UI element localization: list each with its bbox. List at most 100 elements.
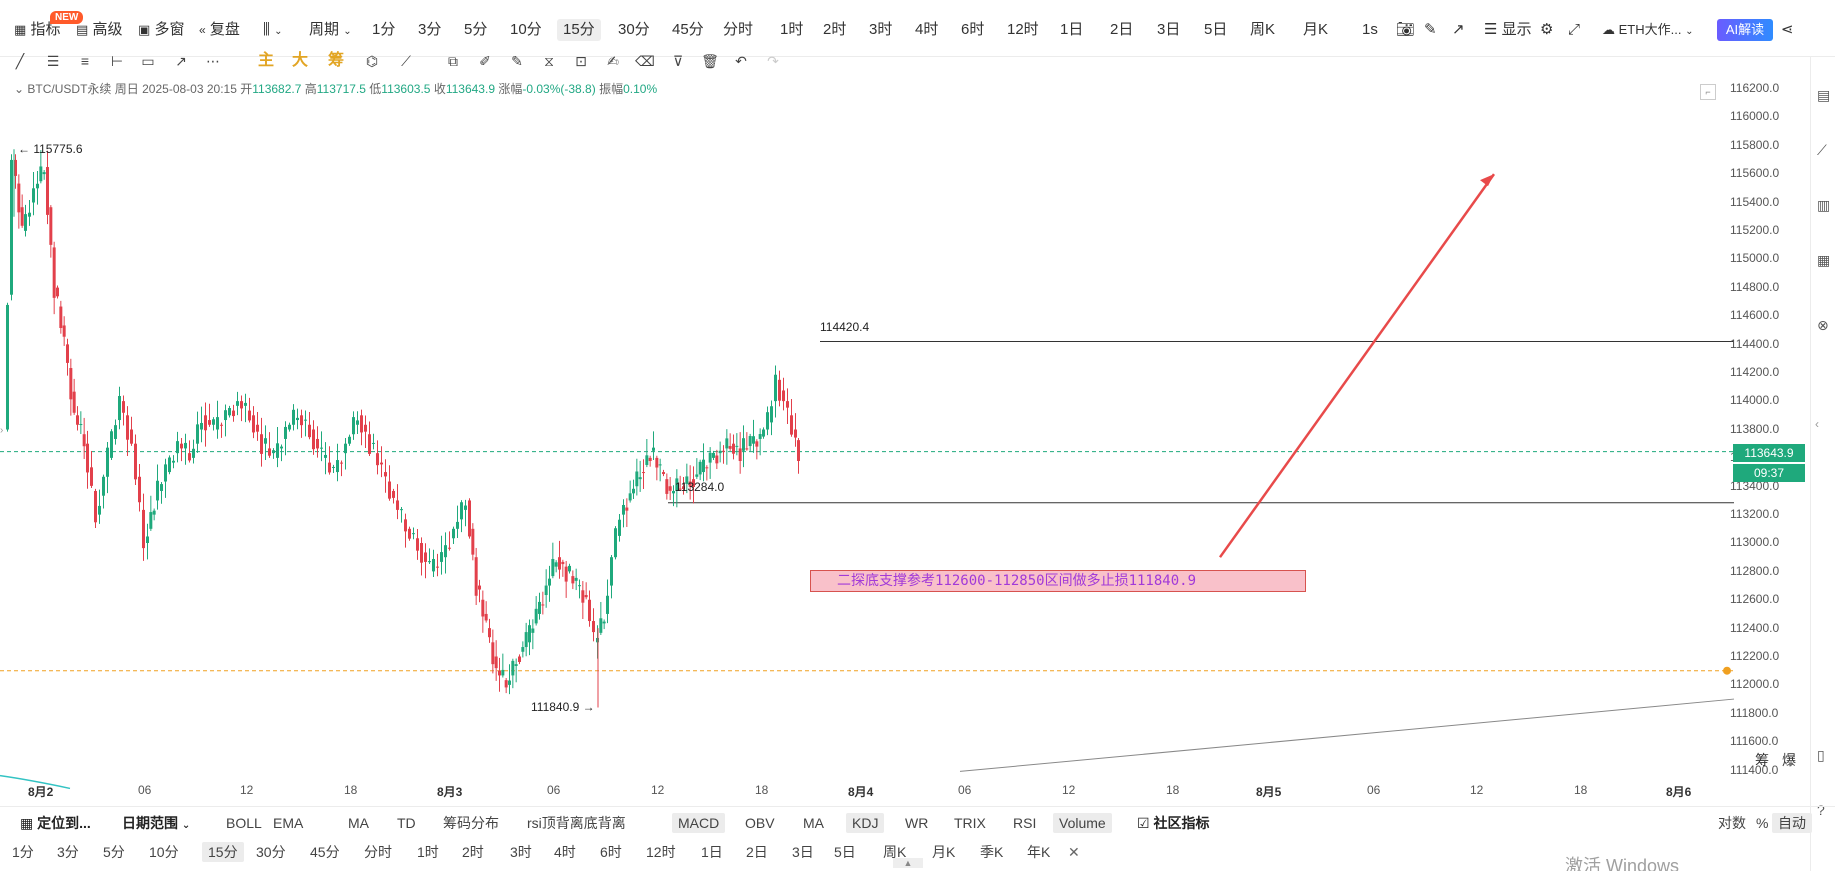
date-range-dropdown[interactable]: 日期范围 ⌄	[122, 813, 190, 836]
period-4[interactable]: 15分	[557, 19, 601, 41]
left-collapse-icon[interactable]: ›	[0, 425, 4, 436]
arrow-line-icon[interactable]: ↗	[175, 53, 187, 69]
collapse-bar-icon[interactable]: ▲	[893, 858, 923, 868]
period-19[interactable]: 月K	[1303, 21, 1329, 38]
bottom-period-7[interactable]: 分时	[364, 844, 392, 860]
chart-type-dropdown[interactable]: ⫼ ⌄	[263, 19, 282, 41]
period-3[interactable]: 10分	[510, 21, 542, 38]
sub-indicator[interactable]: RSI	[1013, 815, 1037, 831]
bottom-period-20[interactable]: 季K	[980, 844, 1004, 860]
candlestick-chart[interactable]	[0, 78, 1810, 808]
bottom-period-19[interactable]: 月K	[932, 844, 956, 860]
main-indicator[interactable]: BOLL	[226, 815, 262, 831]
display-button[interactable]: ☰ 显示	[1484, 19, 1532, 41]
log-scale-button[interactable]: 对数	[1718, 815, 1746, 831]
period-2[interactable]: 5分	[464, 21, 488, 38]
period-5[interactable]: 30分	[618, 21, 650, 38]
collapse-icon[interactable]: ⌄	[14, 82, 25, 96]
sub-indicator[interactable]: MACD	[672, 813, 726, 833]
main-indicator[interactable]: EMA	[273, 815, 304, 831]
book-icon[interactable]: ▯	[1817, 747, 1825, 763]
bottom-period-14[interactable]: 1日	[701, 844, 723, 860]
bottom-period-12[interactable]: 6时	[600, 844, 622, 860]
bottom-period-11[interactable]: 4时	[554, 844, 576, 860]
refresh-interval[interactable]: 1s	[1362, 21, 1378, 38]
sub-indicator[interactable]: OBV	[745, 815, 775, 831]
period-1[interactable]: 3分	[418, 21, 442, 38]
chain-icon[interactable]: ⧖	[544, 53, 554, 69]
settings-icon[interactable]: ⚙	[1540, 21, 1554, 38]
bottom-period-10[interactable]: 3时	[510, 844, 532, 860]
period-14[interactable]: 1日	[1060, 21, 1084, 38]
advanced-button[interactable]: ▤ 高级	[76, 19, 122, 41]
locate-button[interactable]: ▦ 定位到...	[20, 813, 91, 833]
period-dropdown[interactable]: 周期 ⌄	[309, 19, 352, 41]
redo-icon[interactable]: ↷	[767, 53, 779, 69]
period-9[interactable]: 2时	[823, 21, 847, 38]
multi-window-button[interactable]: ▣ 多窗	[138, 19, 184, 41]
external-link-icon[interactable]: ↗	[1452, 21, 1465, 38]
bottom-period-15[interactable]: 2日	[746, 844, 768, 860]
period-0[interactable]: 1分	[372, 21, 396, 38]
period-13[interactable]: 12时	[1007, 21, 1039, 38]
period-7[interactable]: 分时	[723, 21, 754, 38]
stats-icon[interactable]: ▥	[1817, 197, 1831, 213]
big-order-toggle[interactable]: 大	[291, 52, 308, 69]
sub-indicator[interactable]: MA	[803, 815, 824, 831]
chips-axis-label[interactable]: 筹	[1755, 752, 1769, 768]
bottom-period-0[interactable]: 1分	[12, 844, 34, 860]
bottom-period-18[interactable]: 周K	[883, 844, 907, 860]
collapse-panel-icon[interactable]: ⌐	[1700, 84, 1716, 100]
period-12[interactable]: 6时	[961, 21, 985, 38]
percent-scale-button[interactable]: %	[1756, 815, 1769, 831]
horizontal-lines-icon[interactable]: ≡	[80, 53, 90, 69]
period-6[interactable]: 45分	[672, 21, 704, 38]
ai-explain-button[interactable]: AI解读	[1717, 19, 1773, 41]
bottom-period-17[interactable]: 5日	[834, 844, 856, 860]
lock-icon[interactable]: ⊡	[575, 53, 587, 69]
main-indicator[interactable]: TD	[397, 815, 416, 831]
magnet-icon[interactable]: ⌬	[365, 53, 379, 69]
undo-icon[interactable]: ↶	[735, 53, 747, 69]
community-indicators-button[interactable]: ☑ 社区指标	[1137, 813, 1209, 833]
main-chart-toggle[interactable]: 主	[257, 52, 274, 69]
bottom-period-13[interactable]: 12时	[646, 844, 676, 860]
eraser-icon[interactable]: ⌫	[635, 53, 655, 69]
edit-icon[interactable]: ✍	[607, 53, 619, 69]
bottom-period-6[interactable]: 45分	[310, 844, 340, 860]
main-indicator[interactable]: MA	[348, 815, 369, 831]
period-15[interactable]: 2日	[1110, 21, 1134, 38]
table-icon[interactable]: ▦	[1817, 252, 1831, 268]
sub-indicator[interactable]: Volume	[1053, 813, 1112, 833]
horizontal-ray-icon[interactable]: ⊢	[110, 53, 124, 69]
period-8[interactable]: 1时	[780, 21, 804, 38]
indicator-button[interactable]: ▦ 指标	[14, 19, 60, 41]
burst-axis-label[interactable]: 爆	[1782, 752, 1796, 768]
period-17[interactable]: 5日	[1204, 21, 1228, 38]
help-icon[interactable]: ?	[1817, 802, 1825, 818]
rectangle-icon[interactable]: ▭	[141, 53, 155, 69]
copy-icon[interactable]: ⧉	[448, 53, 458, 69]
period-11[interactable]: 4时	[915, 21, 939, 38]
sub-indicator[interactable]: KDJ	[846, 813, 885, 833]
bottom-period-2[interactable]: 5分	[103, 844, 125, 860]
auto-scale-button[interactable]: 自动	[1772, 813, 1812, 833]
period-10[interactable]: 3时	[869, 21, 893, 38]
fullscreen-icon[interactable]: ⤢	[1568, 21, 1581, 38]
main-indicator[interactable]: 筹码分布	[443, 815, 499, 831]
trade-note-box[interactable]: 二探底支撑参考112600-112850区间做多止损111840.9	[810, 570, 1306, 592]
filter-icon[interactable]: ⊽	[672, 53, 684, 69]
link-icon[interactable]: ⊗	[1817, 317, 1829, 333]
expand-panel-icon[interactable]: ‹	[1815, 417, 1819, 431]
bottom-period-3[interactable]: 10分	[149, 844, 179, 860]
bottom-period-1[interactable]: 3分	[57, 844, 79, 860]
trash-icon[interactable]: 🗑︎	[701, 53, 719, 69]
replay-button[interactable]: « 复盘	[199, 19, 240, 41]
bottom-period-8[interactable]: 1时	[417, 844, 439, 860]
news-icon[interactable]: ▤	[1817, 87, 1831, 103]
period-16[interactable]: 3日	[1157, 21, 1181, 38]
main-indicator[interactable]: rsi顶背离底背离	[527, 815, 626, 831]
bottom-period-5[interactable]: 30分	[256, 844, 286, 860]
symbol-select[interactable]: ☁ ETH大作... ⌄	[1602, 19, 1693, 43]
measure-icon[interactable]: ⟋	[401, 53, 411, 69]
